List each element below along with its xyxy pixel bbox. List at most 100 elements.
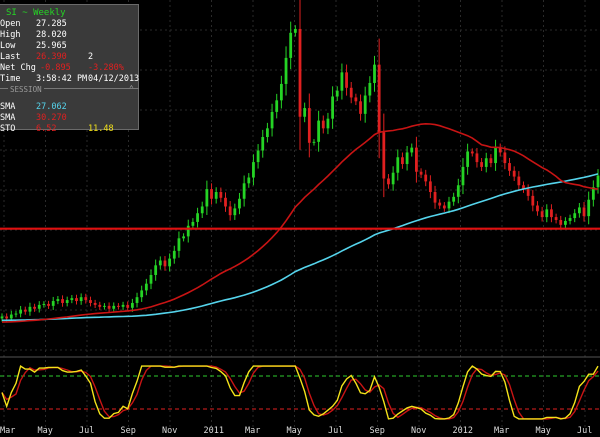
candle-body bbox=[84, 297, 88, 301]
candle-body bbox=[531, 195, 535, 206]
candle-body bbox=[266, 128, 269, 138]
netchg-pct: -3.280% bbox=[88, 63, 124, 73]
candle-body bbox=[163, 260, 167, 267]
candle-body bbox=[526, 189, 530, 196]
candle-body bbox=[456, 185, 460, 197]
x-tick-label: Jul bbox=[328, 426, 344, 436]
candle-body bbox=[568, 218, 572, 221]
sma2-label: SMA bbox=[0, 113, 16, 123]
candle-body bbox=[410, 147, 414, 153]
candle-body bbox=[270, 111, 274, 129]
candle-body bbox=[582, 207, 586, 217]
candle-body bbox=[554, 217, 558, 220]
open-value: 27.285 bbox=[36, 19, 67, 29]
candle-body bbox=[587, 199, 591, 217]
candle-body bbox=[121, 304, 125, 307]
x-tick-label: Nov bbox=[162, 426, 178, 436]
candle-body bbox=[214, 192, 218, 199]
candle-body bbox=[522, 185, 525, 190]
candle-body bbox=[14, 313, 18, 315]
candle-body bbox=[135, 297, 139, 303]
netchg-value: -0.895 bbox=[40, 63, 71, 73]
time-value: 3:58:42 PM bbox=[36, 74, 88, 84]
data-window[interactable]: SI ~ Weekly Open 27.285 High 28.020 Low … bbox=[0, 4, 139, 134]
x-tick-label: Jul bbox=[577, 426, 593, 436]
candle-body bbox=[293, 28, 297, 33]
candle-body bbox=[42, 303, 46, 305]
sma-short-line bbox=[1, 122, 599, 323]
candle-body bbox=[466, 151, 470, 167]
candle-body bbox=[470, 151, 474, 154]
candle-body bbox=[559, 219, 563, 225]
candle-body bbox=[391, 172, 395, 185]
candle-body bbox=[345, 72, 348, 88]
candle-body bbox=[326, 118, 330, 129]
candles bbox=[0, 0, 600, 323]
candle-body bbox=[298, 28, 302, 117]
candle-body bbox=[363, 95, 367, 114]
candle-body bbox=[419, 171, 423, 175]
candle-body bbox=[508, 163, 511, 171]
candle-body bbox=[596, 175, 600, 188]
x-tick-label: Mar bbox=[494, 426, 510, 436]
candle-body bbox=[247, 177, 251, 184]
candle-body bbox=[242, 183, 246, 199]
netchg-label: Net Chg bbox=[0, 63, 36, 73]
candle-body bbox=[140, 290, 144, 298]
candle-body bbox=[224, 197, 227, 207]
x-tick-label: May bbox=[535, 426, 551, 436]
candle-body bbox=[401, 157, 404, 165]
candle-body bbox=[461, 166, 465, 186]
chevron-up-icon[interactable]: ⌃ bbox=[129, 84, 134, 93]
candle-body bbox=[191, 221, 195, 226]
candle-body bbox=[447, 201, 451, 209]
open-label: Open bbox=[0, 19, 21, 29]
candle-body bbox=[428, 181, 432, 193]
candle-body bbox=[210, 189, 213, 199]
candle-body bbox=[368, 82, 372, 96]
x-tick-label: Nov bbox=[411, 426, 427, 436]
candle-body bbox=[205, 189, 209, 207]
x-tick-label: Mar bbox=[245, 426, 261, 436]
high-value: 28.020 bbox=[36, 30, 67, 40]
candle-body bbox=[117, 305, 120, 307]
candle-body bbox=[233, 208, 237, 216]
stochastic-pane bbox=[0, 364, 600, 420]
stoch-k-line bbox=[1, 364, 599, 420]
candle-body bbox=[186, 225, 190, 237]
sto-d-value: 11.48 bbox=[88, 124, 114, 134]
candle-body bbox=[112, 305, 116, 309]
candle-body bbox=[396, 157, 400, 173]
sma1-value: 27.062 bbox=[36, 102, 67, 112]
candle-body bbox=[442, 205, 446, 209]
candle-body bbox=[312, 141, 316, 143]
candle-body bbox=[158, 260, 162, 266]
candle-body bbox=[182, 236, 185, 239]
candle-body bbox=[252, 162, 255, 178]
candle-body bbox=[540, 211, 544, 218]
candle-body bbox=[228, 206, 232, 216]
x-tick-label: 2011 bbox=[203, 426, 224, 436]
candle-body bbox=[75, 298, 78, 302]
candle-body bbox=[149, 274, 153, 284]
candle-body bbox=[591, 187, 595, 200]
sma1-label: SMA bbox=[0, 102, 16, 112]
candle-body bbox=[382, 132, 386, 179]
candle-body bbox=[65, 300, 69, 303]
candle-body bbox=[564, 220, 567, 225]
sto-k-value: 6.52 bbox=[36, 124, 57, 134]
candle-body bbox=[340, 72, 344, 91]
high-label: High bbox=[0, 30, 21, 40]
last-extra: 2 bbox=[88, 52, 94, 62]
candle-body bbox=[517, 176, 521, 186]
x-tick-label: Sep bbox=[120, 426, 136, 436]
candle-body bbox=[377, 64, 381, 133]
candle-body bbox=[359, 101, 362, 114]
candle-body bbox=[536, 205, 539, 212]
candle-body bbox=[19, 309, 23, 314]
last-label: Last bbox=[0, 52, 21, 62]
stoch-d-line bbox=[1, 365, 599, 420]
candle-body bbox=[387, 178, 390, 185]
candle-body bbox=[373, 64, 376, 83]
